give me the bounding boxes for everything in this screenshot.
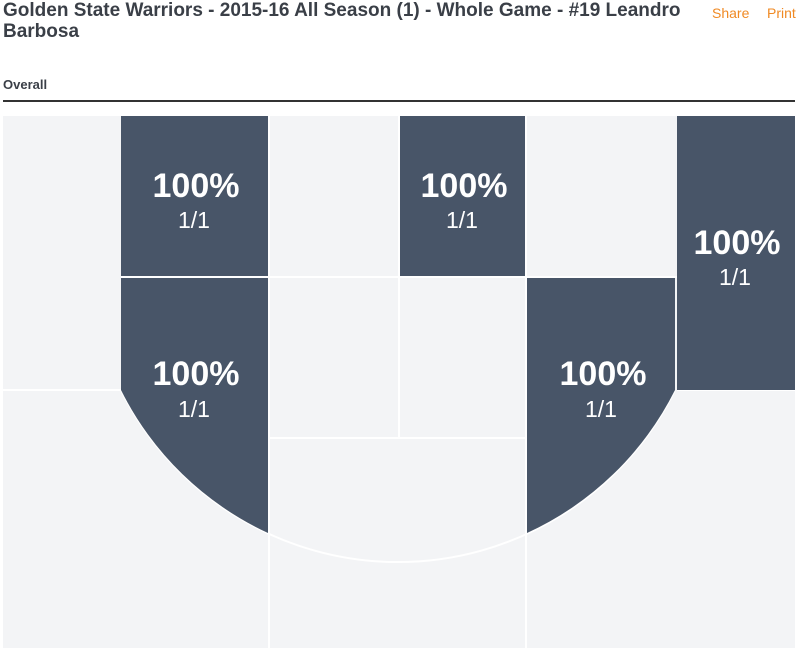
tab-label[interactable]: Overall xyxy=(3,77,48,92)
zone-pct: 100% xyxy=(560,355,647,393)
zone-fraction: 1/1 xyxy=(446,207,478,233)
zone xyxy=(400,116,525,276)
zone xyxy=(677,116,795,390)
zone-pct: 100% xyxy=(421,167,508,205)
share-link[interactable]: Share xyxy=(712,5,750,21)
zone-pct: 100% xyxy=(694,224,781,262)
zone-fraction: 1/1 xyxy=(178,396,210,422)
hot-zones xyxy=(121,116,795,533)
zone-pct: 100% xyxy=(153,167,240,205)
print-link[interactable]: Print xyxy=(767,5,796,21)
zone xyxy=(121,116,268,276)
divider xyxy=(3,100,795,102)
zone-fraction: 1/1 xyxy=(178,207,210,233)
zone xyxy=(527,278,675,533)
zone-fraction: 1/1 xyxy=(719,264,751,290)
title: Golden State Warriors - 2015-16 All Seas… xyxy=(3,0,681,42)
zone xyxy=(121,278,268,533)
zone-fraction: 1/1 xyxy=(585,396,617,422)
zone-pct: 100% xyxy=(153,355,240,393)
